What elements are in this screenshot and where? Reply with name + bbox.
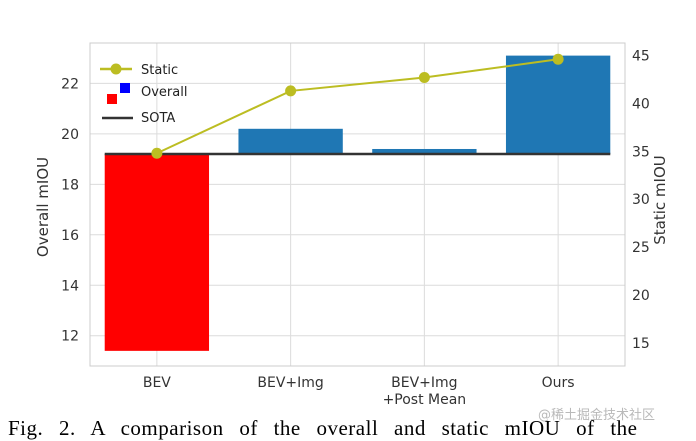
y-tick-label: 16 [61, 228, 79, 244]
legend-overall-red-swatch [107, 94, 117, 104]
static-series-line [156, 58, 559, 155]
x-tick-label-1: BEV+Img [257, 375, 323, 391]
y-right-tick-label: 20 [632, 288, 650, 304]
legend: Static Overall SOTA [100, 63, 187, 126]
x-tick-label-3: Ours [542, 375, 575, 391]
left-axis-ticks: 12 14 16 18 20 22 [61, 76, 79, 344]
x-tick-label-2: BEV+Img +Post Mean [383, 375, 467, 408]
x-axis-ticks: BEV BEV+Img BEV+Img +Post Mean Ours [143, 375, 575, 408]
legend-sota-label: SOTA [141, 111, 175, 126]
bar-3 [505, 55, 611, 155]
legend-static-label: Static [141, 63, 178, 78]
static-point-3 [552, 53, 564, 65]
figure-caption: Fig. 2. A comparison of the overall and … [8, 416, 638, 440]
static-point-0 [151, 147, 163, 159]
bar-2 [372, 148, 477, 155]
legend-overall-blue-swatch [120, 83, 130, 93]
static-point-1 [285, 85, 297, 97]
y-right-tick-label: 30 [632, 192, 650, 208]
y-tick-label: 14 [61, 278, 79, 294]
y-right-tick-label: 35 [632, 144, 650, 160]
y-tick-label: 22 [61, 76, 79, 92]
static-line [151, 53, 564, 159]
y-axis-right-label: Static mIOU [651, 155, 669, 244]
x-tick-label-0: BEV [143, 375, 171, 391]
right-axis-ticks: 15 20 25 30 35 40 45 [632, 48, 650, 352]
y-tick-label: 20 [61, 127, 79, 143]
watermark: @稀土掘金技术社区 [538, 408, 656, 423]
static-point-2 [418, 72, 430, 84]
y-right-tick-label: 15 [632, 336, 650, 352]
y-axis-label: Overall mIOU [34, 157, 52, 257]
plot-frame [89, 42, 626, 367]
bar-0 [104, 154, 210, 351]
y-right-tick-label: 45 [632, 48, 650, 64]
y-right-tick-label: 40 [632, 96, 650, 112]
y-right-tick-label: 25 [632, 240, 650, 256]
legend-static-marker [110, 63, 122, 75]
plot-border [89, 42, 626, 367]
bars [104, 55, 611, 351]
y-tick-label: 12 [61, 329, 79, 345]
y-tick-label: 18 [61, 177, 79, 193]
bar-1 [238, 128, 343, 155]
legend-overall-label: Overall [141, 85, 187, 100]
